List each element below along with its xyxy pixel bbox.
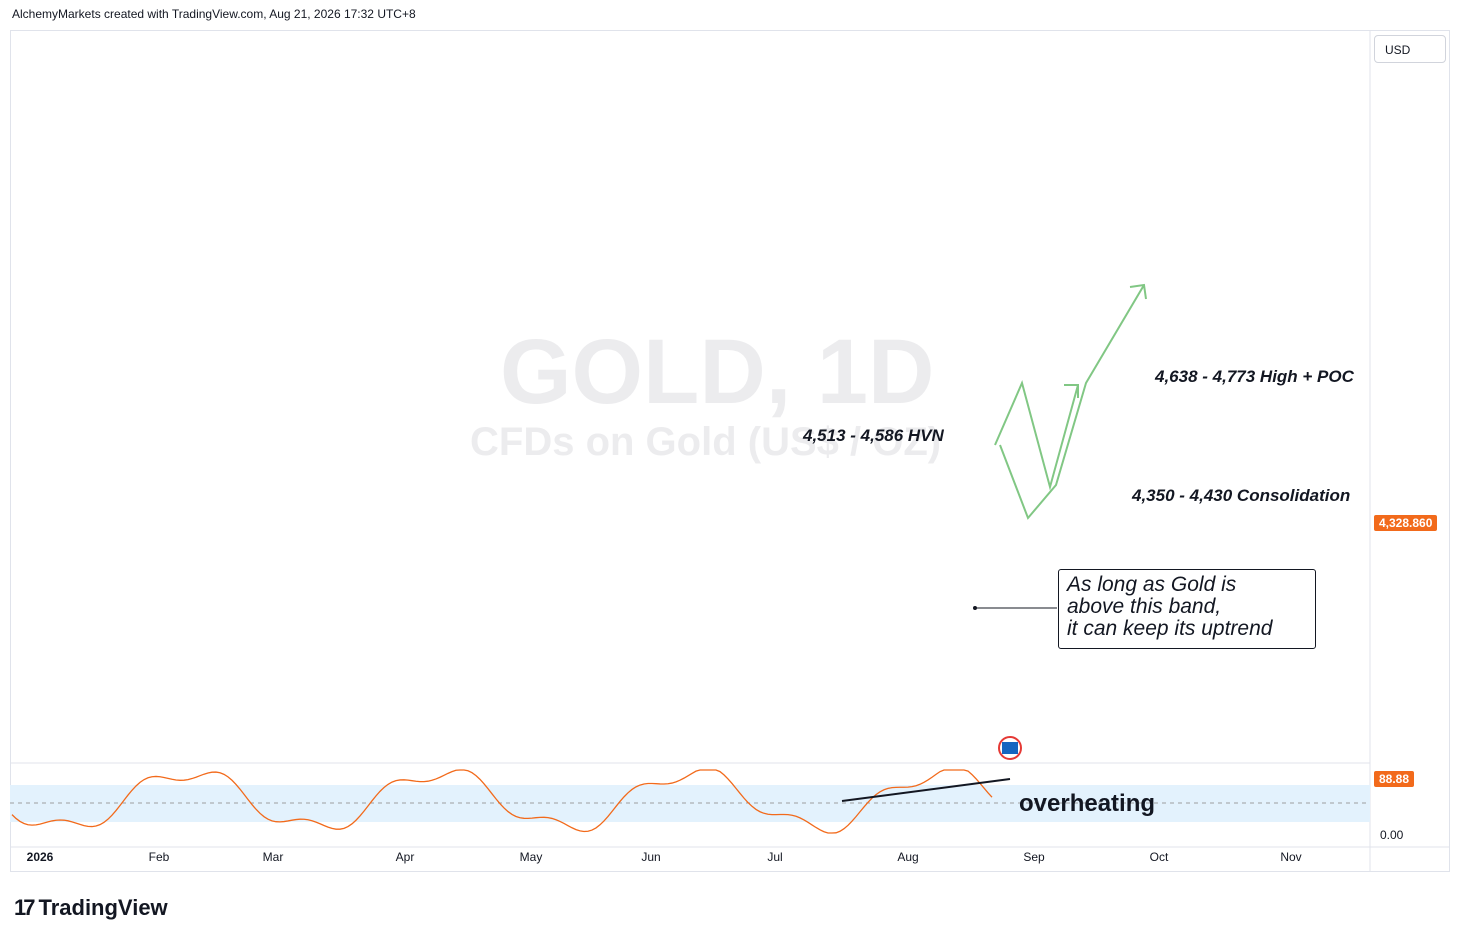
osc-trendline	[841, 778, 1011, 802]
zone-label-hvn: 4,513 - 4,586 HVN	[803, 426, 944, 445]
x-tick-10: Nov	[1280, 850, 1301, 864]
x-tick-0: 2026	[27, 850, 54, 864]
zone-label-high-poc: 4,638 - 4,773 High + POC	[1155, 367, 1354, 386]
tradingview-logo[interactable]: 17 TradingView	[14, 895, 168, 921]
projection-arrowhead-1	[1064, 384, 1079, 398]
projection-arrowhead-2	[1129, 283, 1147, 300]
annotation-note: As long as Gold is above this band, it c…	[1058, 569, 1316, 649]
x-tick-2: Mar	[263, 850, 284, 864]
x-tick-6: Jul	[767, 850, 782, 864]
x-tick-3: Apr	[396, 850, 415, 864]
x-tick-9: Oct	[1150, 850, 1169, 864]
header-caption: AlchemyMarkets created with TradingView.…	[12, 7, 416, 21]
oscillator-line	[11, 769, 993, 834]
note-line-1: As long as Gold is	[1067, 573, 1237, 596]
tradingview-logo-icon: 17	[14, 895, 36, 920]
projection-path-2	[999, 284, 1145, 520]
x-tick-1: Feb	[149, 850, 170, 864]
oscillator-note: overheating	[1019, 790, 1156, 817]
currency-selector[interactable]: USD	[1374, 35, 1446, 63]
note-pointer-dot	[973, 606, 977, 610]
projection-path-1	[994, 379, 1079, 491]
oscillator-price-tag: 88.88	[1374, 771, 1415, 787]
chart-frame	[10, 30, 1450, 872]
us-flag-icon-fill	[1002, 742, 1018, 754]
zone-label-consolidation: 4,350 - 4,430 Consolidation	[1132, 486, 1351, 505]
x-tick-5: Jun	[641, 850, 660, 864]
tradingview-logo-text: TradingView	[38, 895, 168, 920]
note-line-3: it can keep its uptrend	[1067, 617, 1273, 640]
x-tick-7: Aug	[897, 850, 918, 864]
note-line-2: above this band,	[1067, 595, 1222, 618]
x-tick-4: May	[520, 850, 543, 864]
level-price-tag: 4,328.860	[1374, 515, 1438, 531]
osc-tick-0: 0.00	[1380, 828, 1404, 842]
x-tick-8: Sep	[1023, 850, 1045, 864]
